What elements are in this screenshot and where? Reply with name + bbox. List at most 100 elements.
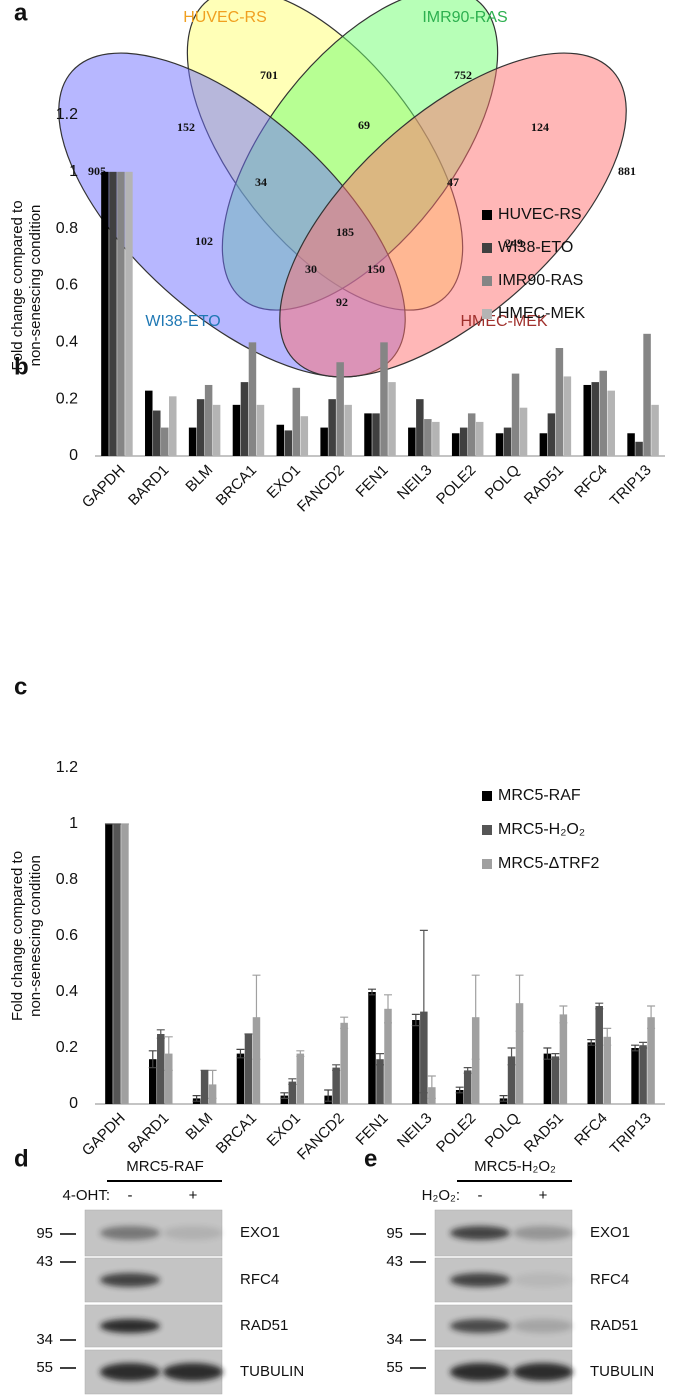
- error-bar: [551, 1053, 560, 1060]
- y-tick-label: 1.2: [56, 106, 78, 123]
- lane-label: -: [128, 1187, 133, 1204]
- blot-band: [100, 1363, 160, 1381]
- treatment-label: 4-OHT:: [62, 1187, 110, 1204]
- error-bar: [280, 1092, 289, 1099]
- blot-header: MRC5-RAF: [126, 1158, 204, 1175]
- venn-set-label: WI38-ETO: [145, 313, 220, 330]
- mw-marker-label: 34: [36, 1331, 53, 1348]
- x-tick-label: NEIL3: [394, 462, 436, 504]
- error-bar: [208, 1069, 217, 1099]
- bar: [336, 362, 344, 456]
- bar: [416, 399, 424, 456]
- bar: [340, 1022, 348, 1104]
- x-tick-label: RFC4: [571, 462, 611, 502]
- x-tick-label: FANCD2: [294, 1110, 348, 1164]
- blot-header: MRC5-H₂O₂: [474, 1158, 556, 1175]
- y-axis-title: Fold change compared to: [9, 851, 26, 1021]
- bar: [547, 413, 556, 456]
- x-tick-label: BLM: [182, 1110, 216, 1144]
- mw-marker-label: 95: [386, 1225, 403, 1242]
- legend-label: MRC5-RAF: [498, 787, 581, 804]
- bar: [451, 433, 460, 456]
- bar: [200, 1070, 209, 1104]
- x-tick-label: TRIP13: [607, 1110, 655, 1158]
- x-tick-label: GAPDH: [79, 462, 129, 512]
- error-bar: [332, 1064, 341, 1071]
- y-tick-label: 1: [69, 815, 78, 832]
- bar: [543, 1053, 552, 1104]
- blot-band: [100, 1319, 160, 1333]
- bar: [320, 427, 328, 456]
- bar: [519, 407, 528, 456]
- venn-region-count: 249: [505, 236, 523, 250]
- mw-marker-label: 43: [36, 1253, 53, 1270]
- venn-region-count: 69: [358, 118, 370, 132]
- x-tick-label: GAPDH: [79, 1110, 129, 1160]
- bar: [467, 413, 476, 456]
- error-bar: [376, 1053, 384, 1066]
- bar: [643, 333, 651, 456]
- blot-band: [163, 1363, 223, 1381]
- venn-set-label: HUVEC-RS: [183, 9, 267, 26]
- error-bar: [164, 1036, 173, 1071]
- error-bar: [499, 1095, 508, 1102]
- bar: [153, 410, 161, 456]
- mw-marker-label: 43: [386, 1253, 403, 1270]
- error-bar: [587, 1039, 596, 1046]
- x-tick-label: RAD51: [521, 462, 567, 508]
- venn-region-count: 701: [260, 68, 278, 82]
- x-tick-label: BARD1: [125, 462, 172, 509]
- bar: [292, 387, 301, 456]
- bar: [372, 413, 380, 456]
- x-tick-label: BLM: [182, 462, 216, 496]
- error-bar: [411, 1013, 420, 1027]
- x-tick-label: BRCA1: [213, 1110, 260, 1157]
- venn-region-count: 152: [177, 120, 195, 134]
- treatment-label: H₂O₂:: [422, 1187, 460, 1204]
- bar: [432, 421, 440, 456]
- error-bar: [515, 974, 524, 1032]
- bar: [240, 382, 249, 456]
- bar: [384, 1008, 392, 1104]
- blot-band: [100, 1226, 160, 1240]
- bar: [161, 427, 169, 456]
- venn-region-count: 102: [195, 234, 213, 248]
- error-bar: [471, 974, 480, 1060]
- bar: [105, 824, 113, 1104]
- bar: [169, 396, 177, 456]
- bar: [236, 1053, 245, 1104]
- bar: [117, 171, 125, 457]
- blot-band: [100, 1273, 160, 1287]
- y-tick-label: 1: [69, 163, 78, 180]
- bar: [109, 171, 117, 457]
- venn-region-count: 124: [531, 120, 549, 134]
- error-bar: [236, 1048, 245, 1059]
- x-tick-label: POLE2: [433, 462, 479, 508]
- blot-band: [450, 1363, 510, 1381]
- error-bar: [631, 1044, 640, 1052]
- bar: [113, 824, 121, 1104]
- panel-letter: a: [14, 0, 28, 26]
- y-tick-label: 0.6: [56, 277, 78, 294]
- legend-label: HUVEC-RS: [498, 206, 582, 223]
- bar: [332, 1067, 340, 1104]
- legend-swatch: [482, 309, 492, 319]
- bar: [284, 430, 293, 456]
- blot-band: [450, 1273, 510, 1287]
- error-bar: [288, 1078, 297, 1085]
- protein-label: RFC4: [590, 1271, 629, 1288]
- bar: [344, 404, 352, 456]
- bar: [145, 390, 153, 456]
- error-bar: [559, 1005, 568, 1024]
- protein-label: RFC4: [240, 1271, 279, 1288]
- error-bar: [463, 1067, 472, 1074]
- venn-region-count: 185: [336, 225, 354, 239]
- bar: [125, 171, 133, 457]
- protein-label: TUBULIN: [240, 1363, 304, 1380]
- error-bar: [252, 974, 261, 1060]
- bar: [591, 382, 599, 456]
- bar: [244, 1034, 253, 1104]
- venn-region-count: 30: [305, 262, 317, 276]
- bar: [101, 171, 109, 457]
- bar: [583, 384, 591, 456]
